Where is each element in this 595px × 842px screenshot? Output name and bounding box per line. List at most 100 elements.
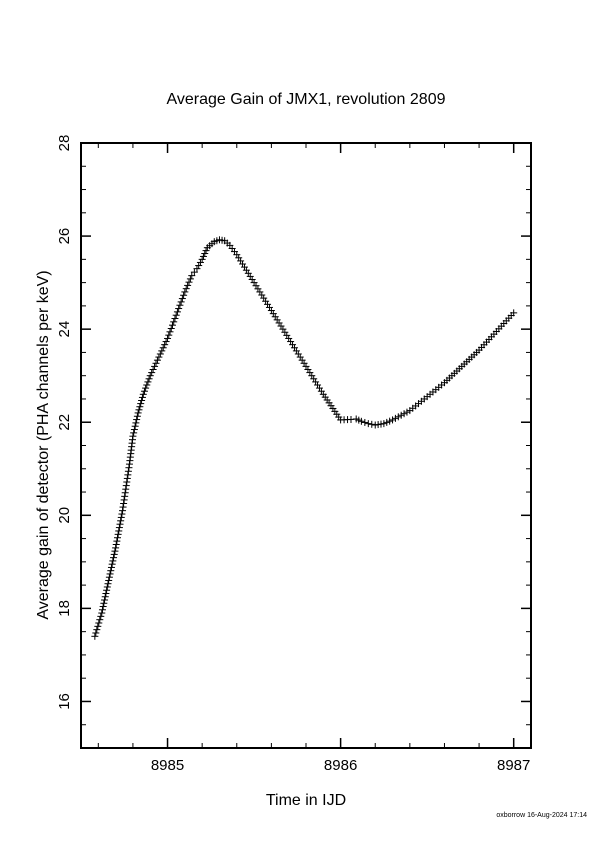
data-point: [107, 563, 115, 571]
data-point: [111, 547, 119, 555]
data-point: [317, 387, 325, 395]
data-point: [250, 279, 258, 287]
data-point: [98, 606, 106, 614]
data-point: [364, 420, 372, 428]
data-point: [101, 593, 109, 601]
y-tick-label: 20: [56, 507, 73, 524]
data-point: [315, 384, 323, 392]
data-point: [161, 341, 169, 349]
data-point: [151, 362, 159, 370]
data-point: [193, 265, 201, 273]
data-point: [308, 372, 316, 380]
data-point: [124, 471, 132, 479]
data-point: [285, 334, 293, 342]
data-point: [239, 260, 247, 268]
data-point: [116, 520, 124, 528]
data-point: [397, 411, 405, 419]
data-point: [108, 560, 116, 568]
data-point: [242, 266, 250, 274]
data-point: [156, 350, 164, 358]
data-point: [170, 318, 178, 326]
data-point: [123, 478, 131, 486]
data-point: [361, 418, 369, 426]
data-point: [113, 537, 121, 545]
data-point: [182, 285, 190, 293]
data-point: [91, 632, 99, 640]
data-point: [117, 513, 125, 521]
data-point: [380, 420, 388, 428]
data-point: [386, 417, 394, 425]
data-point: [159, 344, 167, 352]
data-point: [153, 356, 161, 364]
data-point: [133, 412, 141, 420]
data-point: [137, 400, 145, 408]
x-axis-label: Time in IJD: [266, 792, 346, 809]
data-point: [115, 524, 123, 532]
data-point: [131, 422, 139, 430]
data-point: [165, 331, 173, 339]
data-point: [258, 291, 266, 299]
data-point: [177, 298, 185, 306]
data-point: [120, 496, 128, 504]
data-point: [118, 510, 126, 518]
data-point: [254, 285, 262, 293]
data-point: [275, 319, 283, 327]
data-point: [139, 390, 147, 398]
data-point: [300, 359, 308, 367]
data-point: [260, 294, 268, 302]
chart-title: Average Gain of JMX1, revolution 2809: [167, 91, 446, 108]
data-point: [173, 308, 181, 316]
data-point: [368, 420, 376, 428]
data-point: [162, 338, 170, 346]
data-point: [129, 432, 137, 440]
data-point: [97, 612, 105, 620]
data-point: [138, 393, 146, 401]
data-point: [105, 573, 113, 581]
data-point: [281, 328, 289, 336]
y-tick-label: 22: [56, 414, 73, 431]
data-point: [140, 387, 148, 395]
data-point: [101, 596, 109, 604]
data-point: [290, 344, 298, 352]
data-point: [306, 369, 314, 377]
data-point: [279, 325, 287, 333]
data-point: [94, 622, 102, 630]
data-point: [120, 499, 128, 507]
data-point: [202, 247, 210, 255]
x-tick-label: 8986: [324, 757, 357, 774]
data-point: [145, 375, 153, 383]
data-point: [256, 288, 264, 296]
data-point: [148, 369, 156, 377]
data-point: [95, 619, 103, 627]
data-point: [142, 384, 150, 392]
data-point: [93, 626, 101, 634]
y-tick-label: 24: [56, 321, 73, 338]
data-point: [166, 328, 174, 336]
data-point: [110, 550, 118, 558]
data-point: [292, 347, 300, 355]
data-point: [168, 321, 176, 329]
data-point: [114, 530, 122, 538]
data-point: [389, 416, 397, 424]
data-point: [176, 301, 184, 309]
data-point: [122, 482, 130, 490]
data-point: [110, 554, 118, 562]
data-point: [510, 309, 518, 317]
data-point: [235, 254, 243, 262]
data-point: [289, 341, 297, 349]
data-point: [99, 603, 107, 611]
data-point: [357, 417, 365, 425]
data-point: [135, 406, 143, 414]
data-point: [252, 282, 260, 290]
data-point: [201, 250, 209, 258]
data-point: [112, 544, 120, 552]
data-point: [269, 310, 277, 318]
data-point: [178, 295, 186, 303]
data-point: [171, 315, 179, 323]
data-point: [287, 338, 295, 346]
data-point: [294, 350, 302, 358]
data-point: [123, 474, 131, 482]
axis-ticks: [81, 142, 531, 749]
data-point: [138, 397, 146, 405]
data-point: [134, 409, 142, 417]
